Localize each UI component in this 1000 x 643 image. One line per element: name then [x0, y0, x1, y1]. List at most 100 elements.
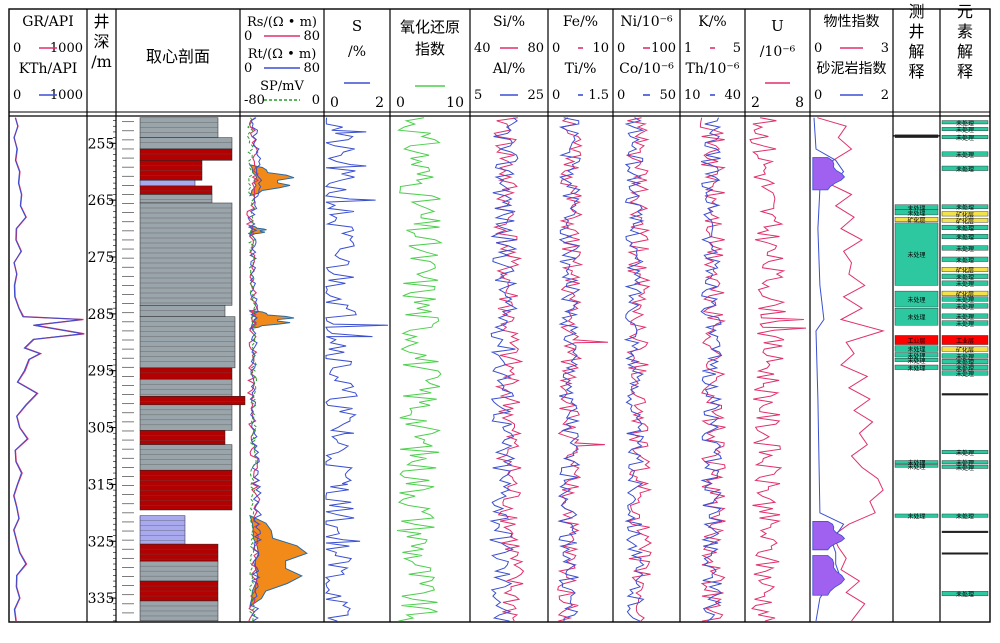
interp-layer [941, 370, 989, 376]
scale-min: 0 [13, 88, 21, 103]
interp-layer [894, 216, 939, 222]
scale-min: 5 [474, 88, 482, 103]
core-bed-grey [139, 404, 233, 431]
interp-layer [941, 267, 989, 272]
header-feti-label: Ti/% [565, 61, 597, 77]
core-bed-red [139, 543, 219, 562]
depth-tick-label: 285 [88, 307, 115, 323]
header-redox-sub: 指数 [415, 40, 445, 58]
interp-layer [941, 464, 989, 469]
sp-anomaly-fill [248, 309, 295, 330]
scale-min: 0 [13, 41, 21, 56]
interp-layer [894, 513, 939, 518]
interp-layer-label: 矿化层 [907, 216, 925, 224]
interp-layer-label: 未处理 [956, 303, 974, 311]
header-elem-text: 素 [957, 22, 973, 41]
header-res-label: Rs/(Ω • m) [247, 15, 317, 30]
interp-layer [941, 296, 989, 302]
interp-layer [941, 393, 989, 396]
interp-layer [941, 290, 989, 296]
interp-layer-label: 矿化层 [956, 267, 974, 275]
interp-layer [941, 127, 989, 131]
curve-Si [492, 117, 525, 622]
header-kth-label: K/% [698, 14, 726, 30]
interp-layer [941, 335, 989, 345]
core-bed-grey [139, 194, 213, 204]
interp-layer [894, 364, 939, 370]
core-bed-grey [139, 444, 233, 471]
interp-layer-label: 未处理 [907, 364, 925, 372]
scale-max: 80 [527, 41, 544, 56]
interp-layer [894, 464, 939, 468]
scale-min: 0 [552, 41, 560, 56]
interp-layer [941, 552, 989, 555]
interp-layer-label: 未处理 [907, 459, 925, 467]
interp-layer [894, 460, 939, 465]
interp-layer [941, 513, 989, 518]
depth-tick-label: 265 [88, 193, 115, 209]
interp-layer [894, 134, 939, 138]
interp-layer [894, 345, 939, 352]
curve-Al [489, 117, 519, 622]
interp-layer [941, 346, 989, 352]
interp-layer-label: 未处理 [907, 357, 925, 365]
interp-layer-label: 未处理 [956, 134, 974, 142]
interp-layer-label: 未处理 [956, 224, 974, 232]
header-feti-label: Fe/% [563, 14, 598, 30]
interp-layer [941, 530, 989, 533]
scale-max: 80 [303, 61, 320, 76]
scale-max: 8 [795, 95, 804, 111]
scale-max: 1.5 [588, 88, 609, 103]
header-nico-label: Co/10⁻⁶ [619, 61, 674, 77]
header-sial-label: Si/% [493, 14, 525, 30]
scale-max: 0 [312, 93, 320, 108]
header-kth: K/% 1 5 Th/10⁻⁶ 10 40 [684, 14, 741, 103]
interp-layer [941, 450, 989, 454]
interp-layer-label: 未处理 [956, 256, 974, 264]
header-well-text: 井 [908, 22, 924, 41]
core-bed-grey [139, 202, 233, 306]
interp-layer-label: 未处理 [907, 463, 925, 471]
interp-layer [894, 222, 939, 286]
interp-layer [941, 460, 989, 465]
header-well-text: 解 [908, 42, 924, 61]
depth-tick-label: 305 [88, 421, 115, 437]
interp-layer [941, 273, 989, 279]
scale-max: 1000 [50, 88, 83, 103]
scale-max: 3 [881, 41, 889, 56]
header-depth: 井深/m [91, 12, 112, 71]
curve-SP [247, 117, 258, 622]
header-s-unit: /% [348, 44, 366, 60]
depth-tick-label: 335 [88, 591, 115, 607]
scale-max: 50 [659, 88, 676, 103]
header-depth-text: 深 [93, 32, 109, 51]
interp-layer-label: 未处理 [956, 464, 974, 472]
depth-tick-label: 325 [88, 534, 115, 550]
interp-layer-label: 未处理 [907, 209, 925, 217]
interp-layer-label: 未处理 [907, 314, 925, 322]
interp-layer-label: 矿化层 [956, 211, 974, 219]
interp-layer-label: 未处理 [956, 126, 974, 134]
scale-max: 2 [881, 88, 889, 103]
interp-layer [894, 357, 939, 362]
scale-max: 1000 [50, 41, 83, 56]
core-bed-red [139, 185, 213, 195]
interp-layer [941, 234, 989, 240]
header-s: S /% 0 2 [330, 17, 384, 111]
scale-max: 10 [446, 95, 464, 111]
core-bed-grey [139, 378, 233, 397]
header-sial-label: Al/% [492, 61, 526, 77]
core-bed-blue [139, 515, 186, 545]
scale-min: 0 [330, 95, 339, 111]
sp-anomaly-fill [249, 514, 308, 608]
interp-layer [941, 120, 989, 125]
scale-min: 10 [684, 88, 701, 103]
scale-max: 2 [375, 95, 384, 111]
interp-layer-label: 未处理 [956, 280, 974, 288]
